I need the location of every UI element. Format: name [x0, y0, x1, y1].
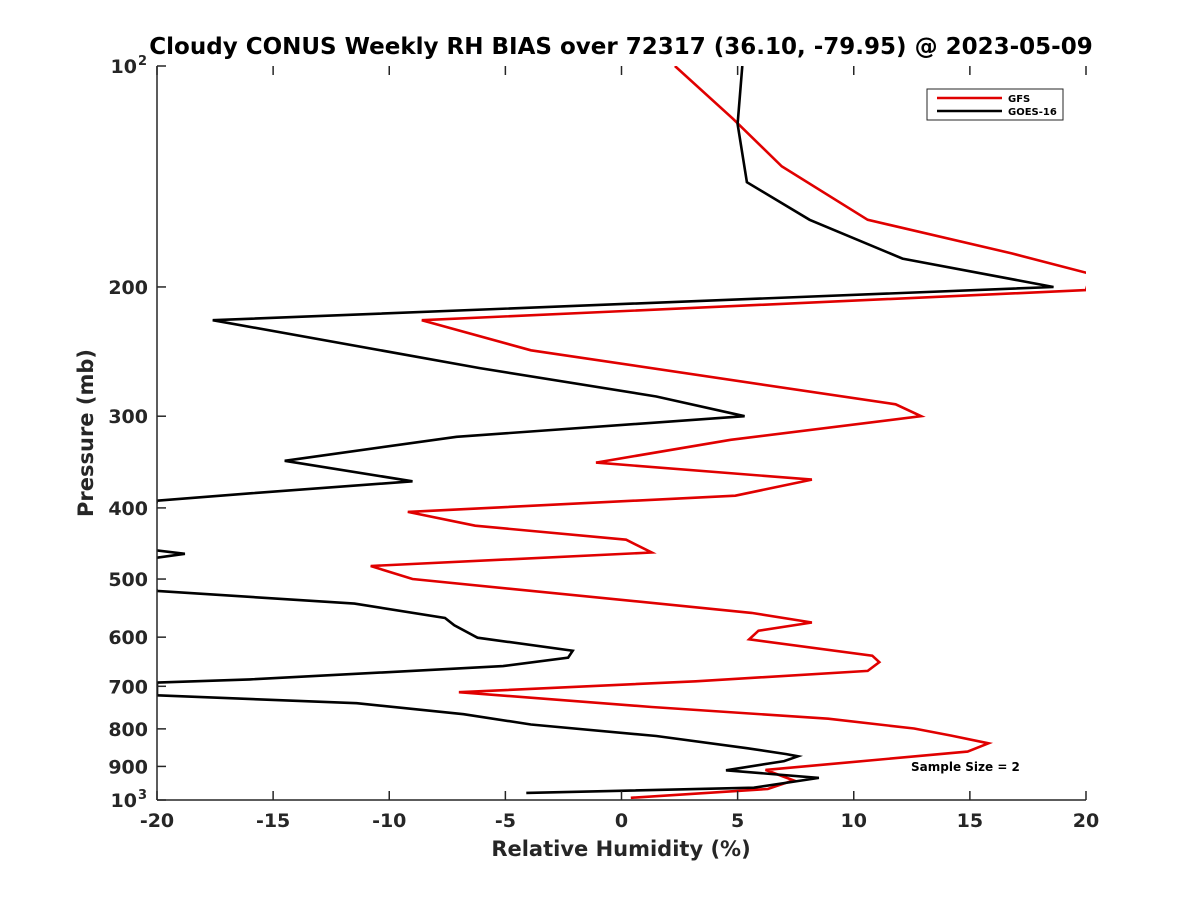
x-tick-label: 5	[731, 810, 744, 832]
legend: GFS GOES-16	[926, 88, 1064, 121]
y-axis-label: Pressure (mb)	[74, 349, 98, 517]
legend-box	[926, 88, 1064, 121]
chart-title: Cloudy CONUS Weekly RH BIAS over 72317 (…	[149, 34, 1092, 60]
series-line-goes-16	[157, 66, 1054, 795]
x-tick-label: 10	[841, 810, 867, 832]
y-tick-label: 700	[108, 676, 148, 698]
y-tick-label-exponent: 2	[138, 54, 147, 69]
y-tick-label: 800	[108, 719, 148, 741]
y-tick-label: 200	[108, 277, 148, 299]
series-line-gfs	[370, 66, 1086, 800]
y-tick-label: 10	[111, 790, 137, 812]
y-tick-label: 500	[108, 569, 148, 591]
plot-area	[157, 66, 1086, 800]
y-tick-label: 600	[108, 627, 148, 649]
x-tick-label: -5	[495, 810, 516, 832]
y-tick-label: 300	[108, 406, 148, 428]
x-ticks: -20 -15 -10 -5 0 5 10 15 20	[140, 66, 1099, 832]
x-tick-label: -10	[372, 810, 406, 832]
y-tick-label: 400	[108, 498, 148, 520]
series-layer	[157, 66, 1086, 800]
legend-label-goes-16: GOES-16	[1008, 107, 1057, 118]
y-tick-label: 10	[111, 56, 137, 78]
x-tick-label: 20	[1073, 810, 1099, 832]
y-tick-label-exponent: 3	[138, 788, 147, 803]
sample-size-annotation: Sample Size = 2	[911, 760, 1020, 774]
x-axis-label: Relative Humidity (%)	[491, 837, 750, 861]
x-tick-label: 15	[957, 810, 983, 832]
x-tick-label: -20	[140, 810, 174, 832]
legend-label-gfs: GFS	[1008, 94, 1030, 105]
y-tick-label: 900	[108, 756, 148, 778]
x-tick-label: -15	[256, 810, 290, 832]
x-tick-label: 0	[615, 810, 628, 832]
